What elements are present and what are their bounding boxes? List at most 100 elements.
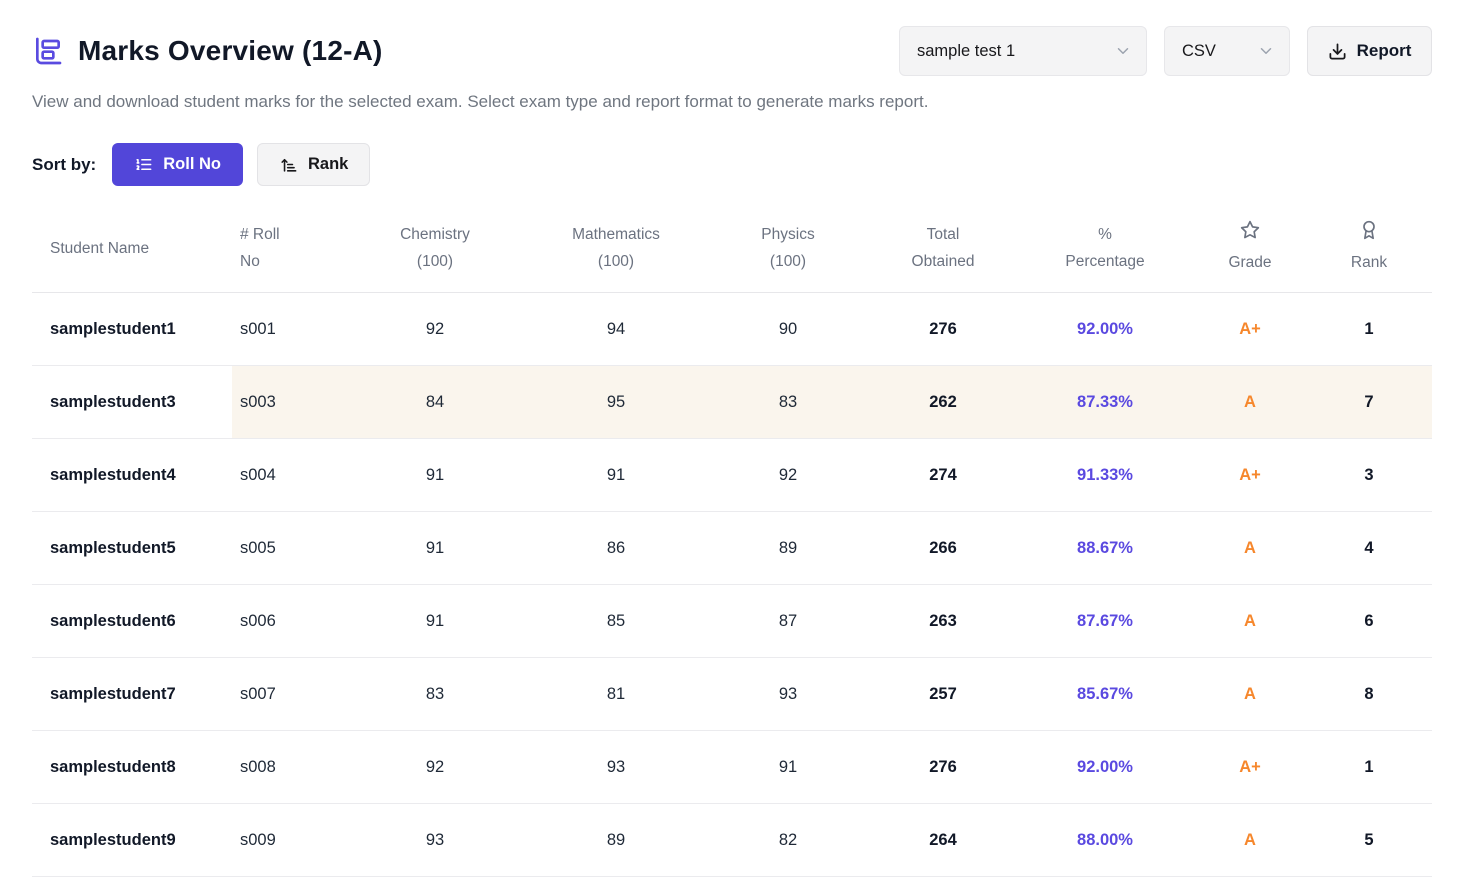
cell-chemistry: 93 [344, 803, 526, 877]
cell-physics: 91 [706, 730, 870, 805]
cell-percentage: 88.67% [1016, 511, 1194, 586]
table-row[interactable]: samplestudent8 s008 92 93 91 276 92.00% … [32, 730, 1432, 805]
chevron-down-icon [1257, 42, 1275, 60]
cell-mathematics: 94 [526, 292, 706, 367]
cell-mathematics: 93 [526, 730, 706, 805]
cell-rank: 4 [1306, 511, 1432, 586]
cell-grade: A [1194, 803, 1306, 877]
list-ordered-icon [134, 155, 153, 174]
table-row[interactable]: samplestudent3 s003 84 95 83 262 87.33% … [32, 365, 1432, 440]
sort-rank-label: Rank [307, 155, 349, 173]
column-header-rank: Rank [1306, 208, 1432, 294]
report-button[interactable]: Report [1307, 26, 1432, 76]
table-row[interactable]: samplestudent9 s009 93 89 82 264 88.00% … [32, 803, 1432, 877]
cell-student-name: samplestudent5 [32, 511, 232, 586]
cell-percentage: 88.00% [1016, 803, 1194, 877]
cell-mathematics: 86 [526, 511, 706, 586]
exam-select[interactable]: sample test 1 [899, 26, 1147, 76]
column-header-mathematics: Mathematics (100) [526, 208, 706, 294]
table-row[interactable]: samplestudent6 s006 91 85 87 263 87.67% … [32, 584, 1432, 659]
cell-total-obtained: 257 [870, 657, 1016, 732]
table-header-row: Student Name # Roll No Chemistry (100) M… [32, 208, 1432, 294]
column-header-grade: Grade [1194, 208, 1306, 294]
cell-roll-no: s008 [232, 730, 344, 805]
cell-physics: 92 [706, 438, 870, 513]
column-header-student-name: Student Name [32, 208, 232, 294]
cell-chemistry: 92 [344, 730, 526, 805]
cell-grade: A [1194, 511, 1306, 586]
cell-mathematics: 81 [526, 657, 706, 732]
cell-rank: 7 [1306, 365, 1432, 440]
title-wrap: Marks Overview (12-A) [32, 35, 383, 67]
cell-total-obtained: 266 [870, 511, 1016, 586]
table-row[interactable]: samplestudent4 s004 91 91 92 274 91.33% … [32, 438, 1432, 513]
cell-student-name: samplestudent8 [32, 730, 232, 805]
cell-rank: 1 [1306, 730, 1432, 805]
cell-grade: A+ [1194, 438, 1306, 513]
cell-roll-no: s009 [232, 803, 344, 877]
cell-rank: 3 [1306, 438, 1432, 513]
cell-roll-no: s003 [232, 365, 344, 440]
award-icon [1359, 220, 1379, 240]
page-subtitle: View and download student marks for the … [32, 92, 929, 111]
cell-percentage: 87.67% [1016, 584, 1194, 659]
page-title: Marks Overview (12-A) [78, 35, 383, 66]
cell-student-name: samplestudent4 [32, 438, 232, 513]
cell-chemistry: 91 [344, 511, 526, 586]
cell-rank: 1 [1306, 292, 1432, 367]
cell-mathematics: 89 [526, 803, 706, 877]
sort-rank-button[interactable]: Rank [256, 143, 371, 186]
cell-student-name: samplestudent7 [32, 657, 232, 732]
exam-select-value: sample test 1 [917, 41, 1016, 60]
cell-total-obtained: 263 [870, 584, 1016, 659]
toolbar-controls: sample test 1 CSV Report [899, 26, 1432, 76]
column-header-chemistry: Chemistry (100) [344, 208, 526, 294]
cell-roll-no: s004 [232, 438, 344, 513]
cell-student-name: samplestudent3 [32, 365, 232, 440]
cell-chemistry: 91 [344, 438, 526, 513]
cell-rank: 5 [1306, 803, 1432, 877]
cell-roll-no: s001 [232, 292, 344, 367]
cell-grade: A [1194, 584, 1306, 659]
cell-mathematics: 91 [526, 438, 706, 513]
cell-grade: A+ [1194, 730, 1306, 805]
star-icon [1240, 220, 1260, 240]
sort-roll-no-label: Roll No [163, 155, 221, 173]
cell-physics: 87 [706, 584, 870, 659]
cell-percentage: 85.67% [1016, 657, 1194, 732]
sort-ascending-icon [279, 155, 298, 174]
table-row[interactable]: samplestudent1 s001 92 94 90 276 92.00% … [32, 292, 1432, 367]
cell-physics: 89 [706, 511, 870, 586]
cell-roll-no: s005 [232, 511, 344, 586]
cell-total-obtained: 264 [870, 803, 1016, 877]
cell-percentage: 92.00% [1016, 292, 1194, 367]
column-header-roll-no: # Roll No [232, 208, 344, 294]
cell-total-obtained: 274 [870, 438, 1016, 513]
cell-percentage: 91.33% [1016, 438, 1194, 513]
cell-rank: 6 [1306, 584, 1432, 659]
cell-total-obtained: 276 [870, 730, 1016, 805]
top-bar: Marks Overview (12-A) sample test 1 CSV [32, 26, 1432, 76]
chevron-down-icon [1114, 42, 1132, 60]
cell-grade: A+ [1194, 292, 1306, 367]
format-select[interactable]: CSV [1164, 26, 1290, 76]
cell-roll-no: s007 [232, 657, 344, 732]
cell-total-obtained: 262 [870, 365, 1016, 440]
cell-rank: 8 [1306, 657, 1432, 732]
cell-physics: 93 [706, 657, 870, 732]
download-icon [1328, 42, 1347, 61]
cell-chemistry: 83 [344, 657, 526, 732]
cell-student-name: samplestudent9 [32, 803, 232, 877]
format-select-value: CSV [1182, 41, 1216, 60]
cell-student-name: samplestudent6 [32, 584, 232, 659]
cell-physics: 90 [706, 292, 870, 367]
cell-mathematics: 85 [526, 584, 706, 659]
cell-physics: 82 [706, 803, 870, 877]
marks-table: Student Name # Roll No Chemistry (100) M… [32, 208, 1432, 877]
cell-mathematics: 95 [526, 365, 706, 440]
table-row[interactable]: samplestudent7 s007 83 81 93 257 85.67% … [32, 657, 1432, 732]
sort-roll-no-button[interactable]: Roll No [112, 143, 243, 186]
table-row[interactable]: samplestudent5 s005 91 86 89 266 88.67% … [32, 511, 1432, 586]
cell-student-name: samplestudent1 [32, 292, 232, 367]
